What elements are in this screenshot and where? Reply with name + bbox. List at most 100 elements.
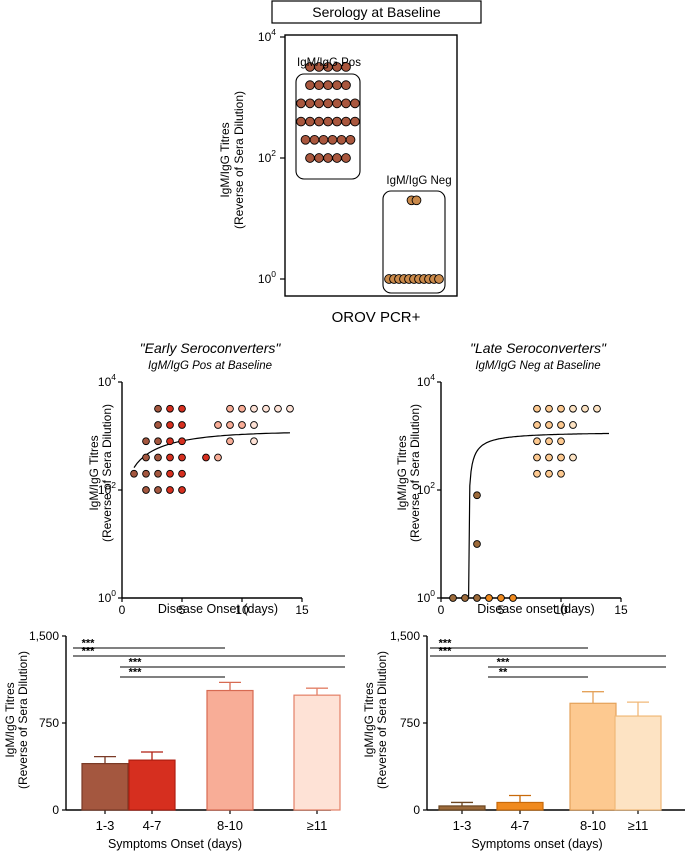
early-point bbox=[154, 469, 162, 478]
late-point bbox=[557, 453, 565, 462]
early-ytick-label: 100 bbox=[98, 588, 116, 605]
late-point bbox=[557, 421, 565, 429]
early-ytick-label-base: 10 bbox=[98, 375, 112, 389]
late-fit bbox=[468, 432, 609, 597]
early-ytick-label-base: 10 bbox=[98, 483, 112, 497]
baseline-panel: Serology at Baseline IgM/IgG Titres (Rev… bbox=[218, 0, 482, 326]
neg-point bbox=[411, 195, 422, 206]
early-point bbox=[178, 421, 186, 429]
pos-point bbox=[332, 116, 342, 127]
early-point bbox=[166, 453, 174, 462]
early-point bbox=[178, 404, 186, 413]
bar-early-ytick-label: 1,500 bbox=[29, 629, 59, 643]
early-xtick-label: 10 bbox=[235, 603, 249, 617]
early-point bbox=[226, 437, 234, 446]
pos-point bbox=[305, 80, 315, 91]
baseline-ytick-label: 102 bbox=[258, 148, 276, 165]
late-point bbox=[557, 469, 565, 478]
bar-early-ytick-label: 750 bbox=[39, 716, 59, 730]
late-point bbox=[509, 594, 517, 602]
early-xlabel: Disease Onset (days) bbox=[158, 602, 278, 616]
late-ytick-label: 100 bbox=[417, 588, 435, 605]
bar-late-significance: *********** bbox=[430, 638, 666, 679]
early-ytick-label: 102 bbox=[98, 480, 116, 497]
early-point bbox=[250, 404, 258, 413]
baseline-ytick-label-exp: 0 bbox=[271, 269, 276, 279]
late-points bbox=[449, 404, 601, 602]
bar-early-sig-label: *** bbox=[82, 638, 96, 650]
early-point bbox=[154, 404, 162, 413]
early-point bbox=[262, 404, 270, 413]
early-xtick-label: 15 bbox=[295, 603, 309, 617]
early-point bbox=[178, 453, 186, 462]
bar-late-bar bbox=[438, 805, 486, 811]
bar-early-bar bbox=[81, 762, 129, 811]
late-xtick-label: 5 bbox=[498, 603, 505, 617]
baseline-ytick-label: 100 bbox=[258, 269, 276, 286]
late-xtick-label: 15 bbox=[614, 603, 628, 617]
bar-early-sig-label: *** bbox=[129, 657, 143, 669]
late-point bbox=[533, 421, 541, 429]
late-ytick-label-exp: 2 bbox=[430, 480, 435, 490]
early-point bbox=[142, 486, 150, 494]
bar-late-ylabel-1: IgM/IgG Titres bbox=[362, 682, 376, 757]
late-fit-curve bbox=[468, 432, 609, 597]
early-point bbox=[250, 437, 258, 446]
bar-early-panel: IgM/IgG Titres (Reverse of Sera Dilution… bbox=[3, 629, 345, 851]
late-point bbox=[473, 491, 481, 500]
early-point bbox=[154, 453, 162, 462]
early-point bbox=[166, 486, 174, 494]
late-point bbox=[533, 453, 541, 462]
late-point bbox=[545, 469, 553, 478]
baseline-ytick-label-base: 10 bbox=[258, 30, 272, 44]
late-point bbox=[545, 437, 553, 446]
late-point bbox=[533, 404, 541, 413]
early-point bbox=[202, 453, 210, 462]
late-point bbox=[533, 469, 541, 478]
early-point bbox=[238, 404, 246, 413]
late-point bbox=[545, 453, 553, 462]
late-title: "Late Seroconverters" bbox=[470, 340, 607, 356]
late-point bbox=[569, 421, 577, 429]
bar-early-sig-label: *** bbox=[129, 667, 143, 679]
pos-point bbox=[323, 153, 333, 163]
bar-late-sig-label: *** bbox=[439, 646, 453, 658]
baseline-title: Serology at Baseline bbox=[312, 4, 441, 20]
bar-early-bar bbox=[128, 759, 176, 811]
early-panel: "Early Seroconverters" IgM/IgG Pos at Ba… bbox=[87, 340, 309, 617]
pos-point bbox=[350, 116, 360, 127]
bar-early-ylabel-1: IgM/IgG Titres bbox=[3, 682, 17, 757]
bar-late-axes: 0 750 1,500 1-3 4-7 8-10 ≥11 bbox=[390, 629, 685, 833]
late-ytick-label: 104 bbox=[417, 372, 435, 389]
bar-late-ytick-label: 0 bbox=[413, 803, 420, 817]
early-ylabel-1: IgM/IgG Titres bbox=[87, 435, 101, 510]
bar-early-bar bbox=[206, 689, 254, 811]
late-point bbox=[533, 437, 541, 446]
late-point bbox=[461, 594, 469, 602]
baseline-xlabel: OROV PCR+ bbox=[332, 309, 421, 326]
bar-late-bars bbox=[438, 691, 662, 811]
early-subtitle: IgM/IgG Pos at Baseline bbox=[148, 360, 272, 372]
bar-late-ytick-label: 1,500 bbox=[390, 629, 420, 643]
late-point bbox=[569, 404, 577, 413]
bar-early-significance: ************ bbox=[73, 638, 345, 679]
early-point bbox=[274, 404, 282, 413]
baseline-frame bbox=[284, 34, 458, 297]
pos-point bbox=[323, 80, 333, 91]
early-title: "Early Seroconverters" bbox=[140, 340, 282, 356]
bar-late-sig-label: *** bbox=[497, 657, 511, 669]
baseline-ytick-label-exp: 2 bbox=[271, 148, 276, 158]
early-ytick-label-base: 10 bbox=[98, 591, 112, 605]
pos-point bbox=[341, 153, 351, 163]
neg-group-label: IgM/IgG Neg bbox=[386, 175, 451, 187]
late-point bbox=[581, 404, 589, 413]
late-panel: "Late Seroconverters" IgM/IgG Neg at Bas… bbox=[395, 340, 628, 617]
neg-group-box bbox=[382, 190, 446, 294]
early-point bbox=[178, 437, 186, 446]
early-fit bbox=[133, 432, 291, 468]
late-point bbox=[485, 594, 493, 602]
late-ytick-label-exp: 0 bbox=[430, 588, 435, 598]
baseline-ylabel-2: (Reverse of Sera Dilution) bbox=[232, 91, 246, 229]
